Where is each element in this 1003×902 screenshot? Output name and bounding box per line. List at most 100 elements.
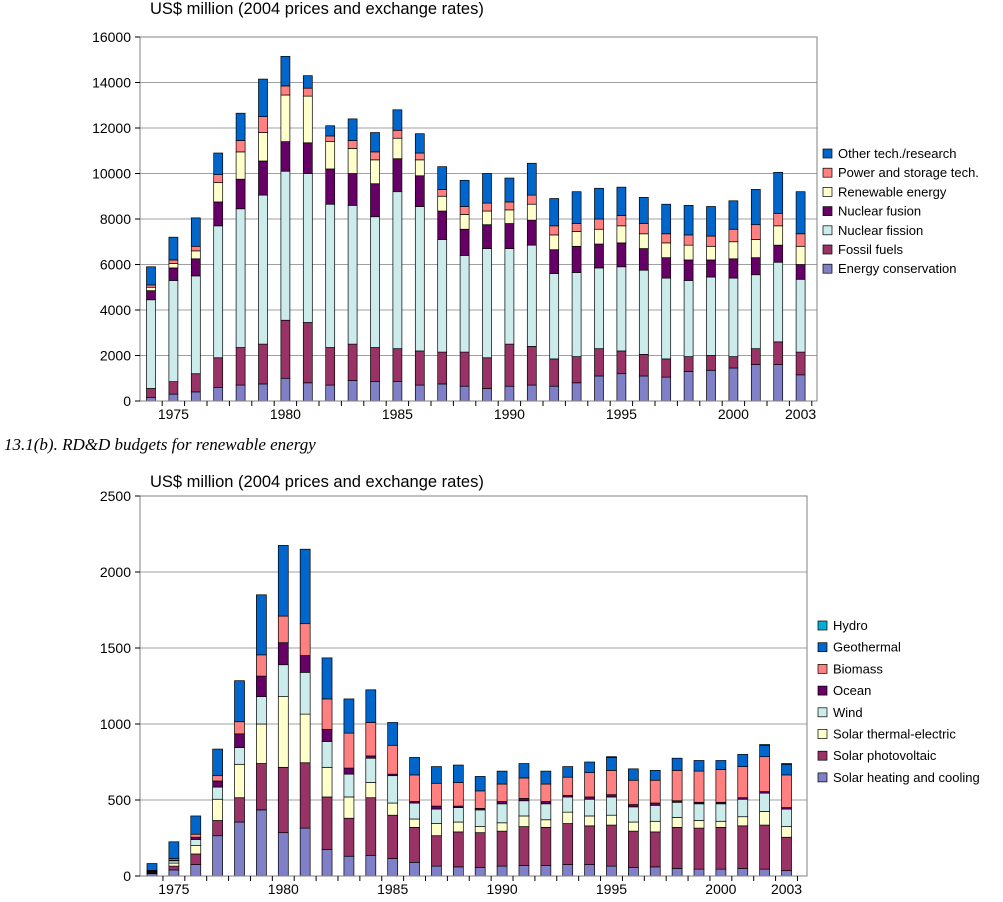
bar-segment xyxy=(649,804,661,822)
bar-segment xyxy=(549,385,560,402)
bar-segment xyxy=(638,197,649,224)
x-tick-label: 1990 xyxy=(494,406,525,422)
bar-segment xyxy=(392,158,403,193)
bar-segment xyxy=(234,821,245,877)
legend-swatch xyxy=(817,685,828,696)
bar-segment xyxy=(504,223,515,249)
bar-segment xyxy=(343,855,355,877)
bar-segment xyxy=(496,830,508,867)
bar-segment xyxy=(474,809,486,827)
bar-segment xyxy=(258,343,268,385)
x-tick-label: 2000 xyxy=(718,406,749,422)
bar-segment xyxy=(518,826,530,866)
bar-segment xyxy=(661,277,672,360)
bar-segment xyxy=(234,747,245,765)
chart-b-y-axis: 0 500 1000 1500 2000 2500 xyxy=(100,488,140,884)
bar-segment xyxy=(299,713,311,764)
bar-segment xyxy=(540,865,552,877)
bar-segment xyxy=(414,175,425,207)
bar-segment xyxy=(750,224,761,240)
bar-segment xyxy=(504,248,515,345)
bar-segment xyxy=(343,698,355,734)
bar-segment xyxy=(347,173,358,206)
bar-segment xyxy=(628,830,639,868)
bar-segment xyxy=(235,384,246,402)
bar-segment xyxy=(370,347,380,383)
bar-segment xyxy=(638,354,649,377)
bar-segment xyxy=(773,225,784,246)
bar-segment xyxy=(594,218,604,230)
bar-segment xyxy=(540,827,552,866)
bar-segment xyxy=(649,779,661,804)
bar-segment xyxy=(146,286,156,292)
bar-segment xyxy=(671,757,683,771)
bar-segment xyxy=(431,835,442,867)
bar-segment xyxy=(562,864,574,877)
bar-segment xyxy=(277,664,289,697)
y-tick-label: 14000 xyxy=(92,75,131,91)
bar-segment xyxy=(706,235,716,247)
bar-segment xyxy=(387,775,399,804)
bar-segment xyxy=(452,831,464,868)
bar-segment xyxy=(258,78,268,117)
bar-segment xyxy=(773,244,784,263)
chart-a-bars xyxy=(146,55,806,402)
bar-segment xyxy=(737,816,749,827)
bar-segment xyxy=(325,203,336,348)
legend-swatch xyxy=(822,148,833,159)
bar-segment xyxy=(146,290,156,301)
bar-segment xyxy=(325,135,336,142)
y-tick-label: 0 xyxy=(123,393,131,409)
bar-segment xyxy=(321,657,333,700)
legend-swatch xyxy=(817,620,828,631)
bar-segment xyxy=(392,348,403,383)
chart-b-plot-frame xyxy=(139,495,808,877)
bar-segment xyxy=(190,250,201,260)
bar-segment xyxy=(606,770,617,796)
bar-segment xyxy=(773,261,784,343)
bar-segment xyxy=(146,863,158,871)
x-tick-label: 2000 xyxy=(705,881,736,897)
y-tick-label: 0 xyxy=(123,868,131,884)
legend-swatch xyxy=(822,244,833,255)
y-tick-label: 2500 xyxy=(100,488,131,504)
chart-a-legend: Other tech./research Power and storage te… xyxy=(822,146,979,276)
bar-segment xyxy=(773,172,784,214)
legend-item: Other tech./research xyxy=(838,146,957,161)
chart-b-bars xyxy=(146,545,792,877)
chart-b-title: US$ million (2004 prices and exchange ra… xyxy=(150,473,484,491)
bar-segment xyxy=(482,210,492,226)
bar-segment xyxy=(584,798,595,817)
bar-segment xyxy=(459,351,470,387)
chart-b: US$ million (2004 prices and exchange ra… xyxy=(100,473,980,897)
legend-item: Ocean xyxy=(833,683,871,698)
bar-segment xyxy=(715,769,727,803)
y-tick-label: 8000 xyxy=(100,211,131,227)
bar-segment xyxy=(392,191,403,350)
bar-segment xyxy=(594,228,604,245)
bar-segment xyxy=(649,770,661,781)
bar-segment xyxy=(518,865,530,877)
bar-segment xyxy=(365,782,377,799)
bar-segment xyxy=(693,760,705,772)
bar-segment xyxy=(431,808,442,824)
bar-segment xyxy=(213,174,224,183)
bar-segment xyxy=(606,814,617,826)
bar-segment xyxy=(526,203,537,221)
bar-segment xyxy=(795,191,806,235)
bar-segment xyxy=(526,162,537,196)
bar-segment xyxy=(190,853,202,865)
bar-segment xyxy=(325,141,336,170)
bar-segment xyxy=(693,868,705,877)
bar-segment xyxy=(235,151,246,180)
bar-segment xyxy=(773,341,784,365)
bar-segment xyxy=(562,811,574,824)
bar-segment xyxy=(302,87,313,97)
bar-segment xyxy=(437,189,448,197)
bar-segment xyxy=(190,391,201,402)
y-tick-label: 16000 xyxy=(92,29,131,45)
bar-segment xyxy=(392,381,403,402)
bar-segment xyxy=(773,364,784,402)
bar-segment xyxy=(728,367,739,402)
bar-segment xyxy=(343,767,355,775)
